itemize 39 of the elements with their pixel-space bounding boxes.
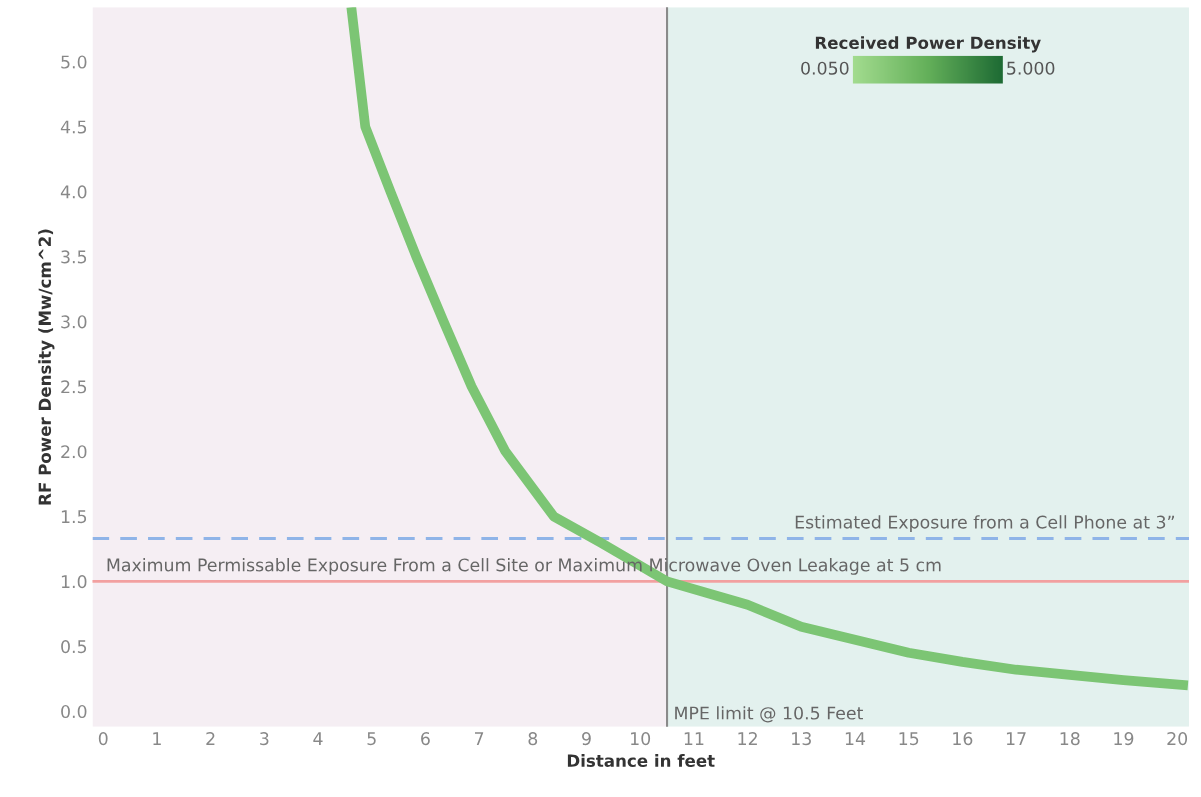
color-bar-title: Received Power Density: [815, 36, 1041, 53]
x-tick-label: 2: [206, 732, 215, 745]
x-tick-label: 8: [528, 732, 538, 746]
x-tick-label: 4: [313, 732, 323, 745]
y-tick-label: 2.0: [61, 445, 87, 459]
x-tick-label: 6: [421, 732, 430, 746]
y-axis-title: RF Power Density (Mw/cm^2): [38, 229, 55, 505]
x-tick-label: 12: [738, 732, 757, 745]
y-tick-label: 3.5: [61, 250, 87, 264]
y-tick-label: 0.0: [61, 704, 87, 719]
x-tick-label: 15: [899, 732, 919, 746]
x-tick-label: 19: [1114, 732, 1134, 746]
x-tick-label: 7: [475, 732, 484, 745]
y-tick-label: 2.5: [61, 380, 87, 394]
ref-line-label: Estimated Exposure from a Cell Phone at 3”: [795, 515, 1175, 532]
x-tick-label: 13: [792, 732, 811, 746]
x-tick-label: 0: [98, 732, 108, 746]
annotation: 0.050: [801, 61, 849, 75]
x-tick-label: 20: [1167, 732, 1188, 746]
y-tick-label: 1.5: [61, 510, 87, 524]
x-tick-label: 1: [153, 732, 161, 745]
y-tick-label: 1.0: [61, 575, 87, 589]
x-tick-label: 10: [631, 732, 651, 746]
x-tick-label: 3: [260, 732, 269, 746]
y-tick-label: 4.0: [60, 185, 87, 199]
x-tick-label: 16: [953, 732, 973, 746]
y-tick-label: 0.5: [61, 640, 87, 654]
x-tick-label: 18: [1060, 732, 1080, 746]
y-tick-label: 3.0: [61, 315, 87, 329]
x-axis-title: Distance in feet: [567, 754, 715, 767]
x-tick-label: 5: [367, 732, 376, 746]
x-tick-label: 17: [1006, 732, 1026, 745]
x-tick-label: 9: [582, 732, 591, 746]
annotation: 5.000: [1007, 61, 1055, 75]
x-tick-label: 11: [684, 732, 704, 745]
ref-line-label: MPE limit @ 10.5 Feet: [675, 706, 863, 723]
y-tick-label: 5.0: [61, 55, 87, 69]
y-tick-label: 4.5: [60, 120, 87, 134]
x-tick-label: 14: [845, 732, 866, 745]
